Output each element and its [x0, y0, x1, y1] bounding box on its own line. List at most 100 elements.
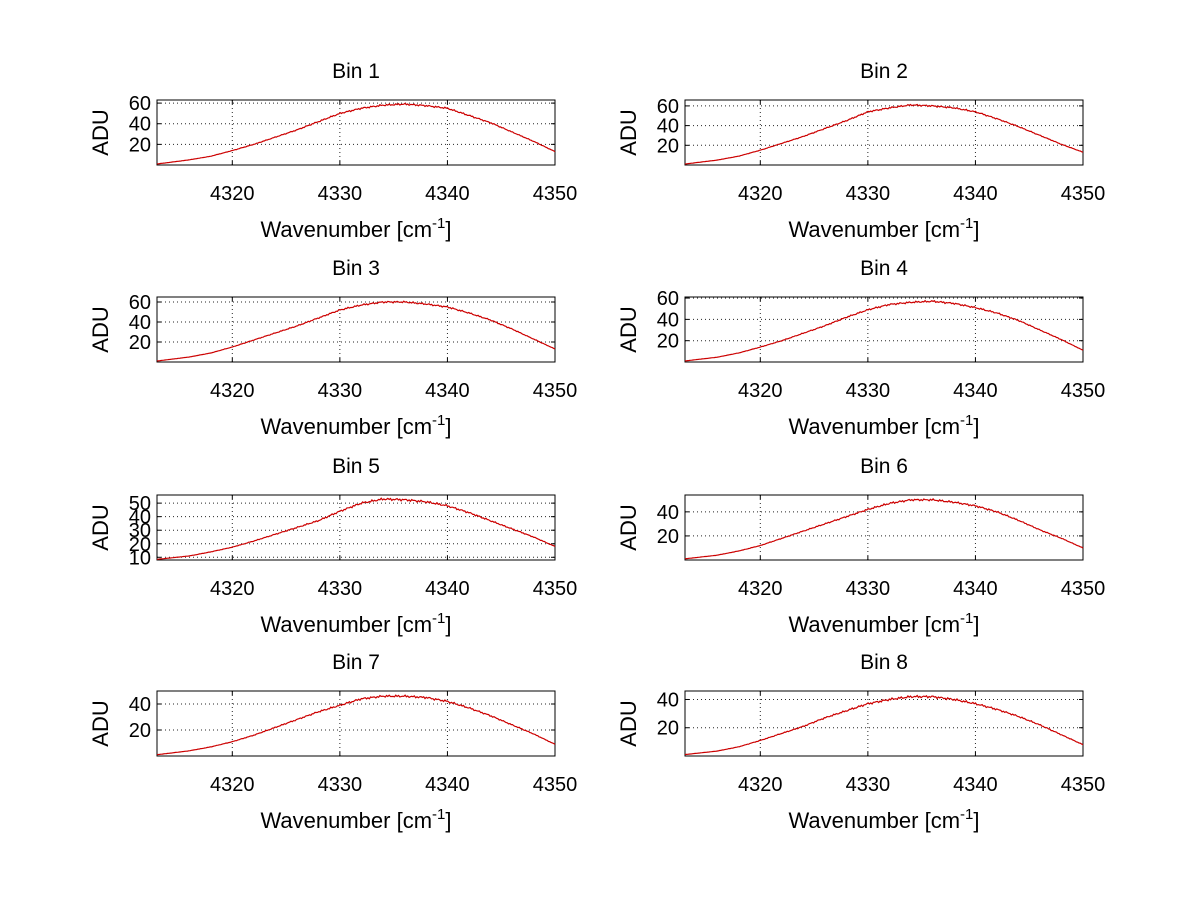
- y-tick-label: 40: [129, 507, 151, 529]
- axes-box: [156, 690, 556, 757]
- axes-box: [156, 99, 556, 166]
- x-axis-label: Wavenumber [cm-1]: [260, 610, 451, 637]
- x-tick-label: 4330: [846, 183, 891, 205]
- y-axis-label: ADU: [616, 504, 641, 550]
- x-tick-label: 4340: [425, 183, 470, 205]
- x-axis-label-superscript: -1: [960, 215, 973, 232]
- y-tick-label: 50: [129, 493, 151, 515]
- axes-box: [684, 296, 1084, 363]
- x-tick-label: 4350: [1061, 380, 1106, 402]
- x-tick-label: 4320: [738, 774, 783, 796]
- x-axis-label-main: Wavenumber [cm: [788, 217, 960, 242]
- x-tick-label: 4340: [425, 380, 470, 402]
- x-tick-label: 4330: [318, 774, 363, 796]
- subplot-title: Bin 8: [860, 651, 908, 674]
- spectrum-line: [684, 694, 1084, 756]
- x-tick-label: 4330: [846, 578, 891, 600]
- subplot-title: Bin 6: [860, 455, 908, 478]
- x-tick-label: 4330: [318, 380, 363, 402]
- x-tick-label: 4320: [210, 380, 255, 402]
- y-tick-label: 20: [657, 135, 679, 157]
- axes-box: [684, 494, 1084, 561]
- y-tick-label: 20: [129, 134, 151, 156]
- x-axis-label-main: Wavenumber [cm: [260, 217, 432, 242]
- subplot-title: Bin 2: [860, 60, 908, 83]
- x-axis-label-superscript: -1: [432, 412, 445, 429]
- x-tick-label: 4350: [1061, 183, 1106, 205]
- x-tick-label: 4330: [846, 774, 891, 796]
- x-axis-label-end: ]: [973, 414, 979, 439]
- y-tick-label: 60: [657, 288, 679, 310]
- subplot-7: Bin 7 4320 4330 4340 4350 20 40 ADU Wavenumber […: [88, 651, 577, 833]
- x-axis-label-main: Wavenumber [cm: [260, 808, 432, 833]
- axes-box: [156, 494, 556, 561]
- subplot-title: Bin 5: [332, 455, 380, 478]
- y-tick-label: 40: [129, 312, 151, 334]
- subplot-title: Bin 4: [860, 257, 908, 280]
- subplot-title: Bin 1: [332, 60, 380, 83]
- x-axis-label-end: ]: [973, 217, 979, 242]
- spectrum-line: [156, 497, 556, 560]
- subplot-title: Bin 7: [332, 651, 380, 674]
- x-axis-label-main: Wavenumber [cm: [260, 414, 432, 439]
- x-axis-label-end: ]: [445, 612, 451, 637]
- x-axis-label: Wavenumber [cm-1]: [788, 806, 979, 833]
- x-axis-label-superscript: -1: [432, 215, 445, 232]
- y-tick-label: 40: [657, 116, 679, 138]
- x-tick-label: 4350: [533, 183, 578, 205]
- x-axis-label-superscript: -1: [960, 806, 973, 823]
- axes-box: [156, 296, 556, 363]
- x-axis-label-main: Wavenumber [cm: [260, 612, 432, 637]
- x-tick-label: 4350: [533, 380, 578, 402]
- y-axis-label: ADU: [88, 700, 113, 746]
- y-axis-label: ADU: [88, 109, 113, 155]
- spectrum-line: [684, 103, 1084, 165]
- x-tick-label: 4340: [425, 578, 470, 600]
- y-axis-label: ADU: [616, 700, 641, 746]
- y-axis-label: ADU: [616, 109, 641, 155]
- y-axis-label: ADU: [616, 306, 641, 352]
- x-tick-label: 4320: [210, 578, 255, 600]
- x-axis-label-end: ]: [445, 808, 451, 833]
- y-tick-label: 40: [129, 694, 151, 716]
- spectrum-line: [156, 102, 556, 165]
- spectrum-line: [684, 299, 1084, 362]
- x-axis-label: Wavenumber [cm-1]: [260, 806, 451, 833]
- y-axis-label: ADU: [88, 306, 113, 352]
- x-axis-label-superscript: -1: [960, 610, 973, 627]
- x-axis-label-end: ]: [973, 612, 979, 637]
- x-axis-label: Wavenumber [cm-1]: [788, 412, 979, 439]
- x-axis-label-superscript: -1: [432, 806, 445, 823]
- x-axis-label-end: ]: [445, 217, 451, 242]
- x-axis-label-main: Wavenumber [cm: [788, 414, 960, 439]
- spectrum-line: [156, 300, 556, 362]
- x-axis-label-main: Wavenumber [cm: [788, 808, 960, 833]
- x-tick-label: 4320: [210, 774, 255, 796]
- y-tick-label: 40: [657, 502, 679, 524]
- x-axis-label-end: ]: [973, 808, 979, 833]
- x-tick-label: 4350: [533, 774, 578, 796]
- subplot-8: Bin 8 4320 4330 4340 4350 20 40 ADU Wavenumber […: [616, 651, 1105, 833]
- x-tick-label: 4340: [953, 578, 998, 600]
- x-tick-label: 4320: [738, 183, 783, 205]
- x-tick-label: 4330: [318, 183, 363, 205]
- y-tick-label: 20: [657, 526, 679, 548]
- subplot-title: Bin 3: [332, 257, 380, 280]
- y-tick-label: 20: [129, 332, 151, 354]
- x-axis-label-superscript: -1: [960, 412, 973, 429]
- y-tick-label: 40: [129, 114, 151, 136]
- y-tick-label: 40: [657, 689, 679, 711]
- x-tick-label: 4320: [210, 183, 255, 205]
- x-axis-label: Wavenumber [cm-1]: [788, 610, 979, 637]
- y-tick-label: 20: [657, 331, 679, 353]
- x-tick-label: 4320: [738, 380, 783, 402]
- y-tick-label: 30: [129, 520, 151, 542]
- x-tick-label: 4330: [318, 578, 363, 600]
- x-tick-label: 4350: [1061, 774, 1106, 796]
- x-tick-label: 4340: [425, 774, 470, 796]
